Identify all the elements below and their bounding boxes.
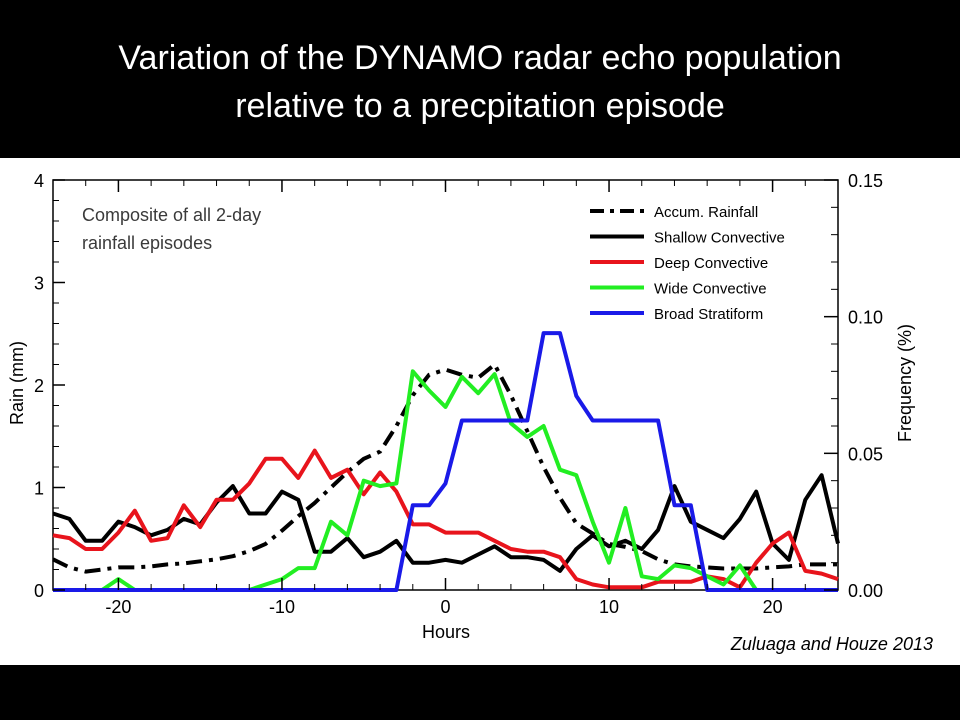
series-line-broad-stratiform [53, 331, 838, 592]
rainfall-frequency-chart: 0 1 2 3 4 0.00 0.05 0.10 0.15 -20 -10 0 10 20 Accum. … [7, 171, 933, 654]
series-line-accum-rainfall [52, 362, 838, 574]
annotation-line-2: rainfall episodes [82, 233, 212, 253]
x-tick-label: 20 [763, 597, 783, 617]
x-axis-label: Hours [422, 622, 470, 642]
slide-title: Variation of the DYNAMO radar echo popul… [0, 0, 960, 158]
x-tick-label: -20 [105, 597, 131, 617]
left-tick-label: 3 [34, 274, 44, 294]
series-lines [52, 331, 840, 592]
series-line-wide-convective [248, 369, 758, 592]
series-line-shallow-convective [52, 473, 840, 573]
x-tick-label: -10 [269, 597, 295, 617]
left-tick-label: 2 [34, 376, 44, 396]
annotation-line-1: Composite of all 2-day [82, 205, 261, 225]
citation: Zuluaga and Houze 2013 [730, 634, 933, 654]
axes: 0 1 2 3 4 0.00 0.05 0.10 0.15 -20 -10 0 10 20 [34, 171, 883, 617]
slide-title-line-1: Variation of the DYNAMO radar echo popul… [118, 39, 842, 77]
right-tick-label: 0.00 [848, 581, 883, 601]
slide-title-line-2: relative to a precpitation episode [235, 87, 725, 125]
x-tick-label: 10 [599, 597, 619, 617]
right-tick-label: 0.10 [848, 308, 883, 328]
left-tick-label: 4 [34, 171, 44, 191]
legend-label-broad-stratiform: Broad Stratiform [654, 306, 763, 323]
y-axis-label-right: Frequency (%) [895, 324, 915, 442]
y-axis-label-left: Rain (mm) [7, 341, 27, 425]
legend: Accum. Rainfall Shallow Convective Deep Co… [590, 204, 785, 323]
legend-label-accum-rainfall: Accum. Rainfall [654, 204, 758, 221]
left-tick-label: 1 [34, 479, 44, 499]
legend-label-shallow-convective: Shallow Convective [654, 230, 785, 247]
right-tick-label: 0.05 [848, 444, 883, 464]
legend-label-deep-convective: Deep Convective [654, 255, 768, 272]
legend-label-wide-convective: Wide Convective [654, 281, 767, 298]
footer-bar [0, 665, 960, 720]
x-tick-label: 0 [440, 597, 450, 617]
right-tick-label: 0.15 [848, 171, 883, 191]
left-tick-label: 0 [34, 581, 44, 601]
chart-panel: 0 1 2 3 4 0.00 0.05 0.10 0.15 -20 -10 0 10 20 Accum. … [0, 158, 960, 665]
